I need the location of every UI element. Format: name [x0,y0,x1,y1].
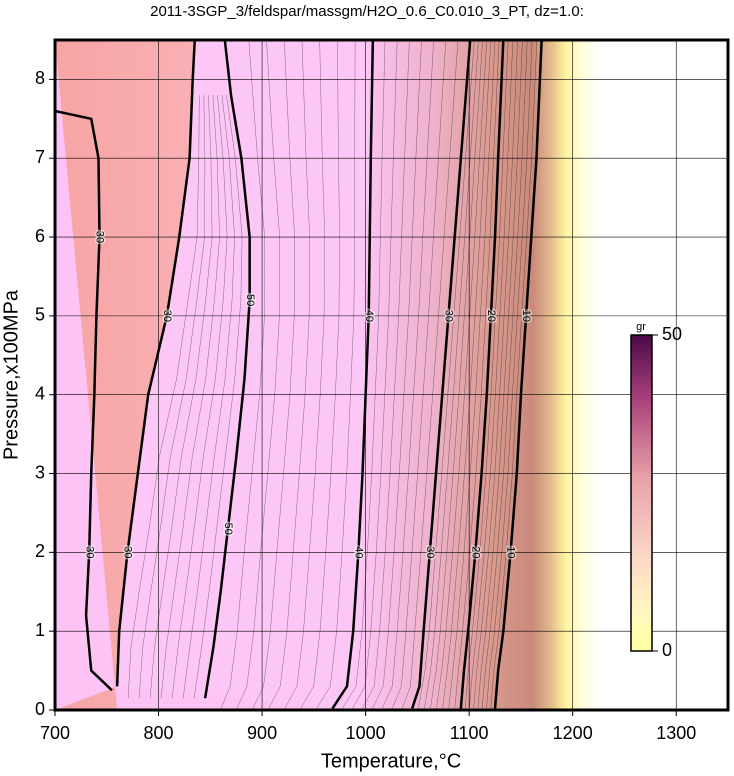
contour-line [55,109,113,692]
thin-contour [160,95,220,699]
contour-line [459,40,505,709]
x-tick-label: 800 [144,723,174,743]
thin-contour [138,95,206,699]
region-fill [55,40,195,710]
x-tick-label: 1000 [346,723,386,743]
contour-label: 10 [505,546,517,558]
thin-contour [402,40,459,709]
contour-label: 10 [520,310,532,322]
colorbar-label: gr [636,321,646,333]
thin-contour [430,40,483,709]
thin-contour [418,40,475,709]
contour-line [411,40,472,709]
y-tick-label: 0 [35,699,45,719]
y-tick-label: 3 [35,462,45,482]
thin-contour [454,40,500,709]
fill-layer [55,40,728,710]
colorbar [630,334,653,652]
contour-label: 20 [469,546,481,558]
thin-contour [352,40,398,709]
thin-contour [252,40,295,709]
y-tick-label: 1 [35,620,45,640]
x-tick-label: 1300 [656,723,696,743]
contour-line [493,40,543,709]
thin-contour [442,40,492,709]
thin-contour [182,95,235,699]
contour-label: 20 [485,310,497,322]
thin-contour [382,40,434,709]
y-tick-label: 4 [35,383,45,403]
thin-contour [473,40,518,709]
contour-label: 30 [424,546,436,558]
thin-contour [448,40,496,709]
thin-contour [193,95,243,699]
contour-label: 30 [94,231,106,243]
y-tick-label: 6 [35,226,45,246]
thin-contour [236,40,280,709]
thin-contour [127,95,200,699]
thin-contour [268,40,310,709]
thin-contour [392,40,447,709]
contour-label: 50 [222,523,234,535]
frame [53,38,730,712]
y-tick-label: 8 [35,68,45,88]
contour-label: 40 [363,310,375,322]
contour-label: 50 [244,294,256,306]
x-axis-label: Temperature,°C [321,750,461,772]
contour-line [331,40,375,710]
thin-contour [486,40,533,709]
y-tick-label: 2 [35,541,45,561]
contour-label: 40 [352,546,364,558]
thin-contour [300,40,340,709]
thin-contour [482,40,528,709]
thin-contour [490,40,538,709]
thin-contour [342,40,386,709]
thin-contour [362,40,410,709]
thin-contour [284,40,325,709]
x-tick-label: 700 [40,723,70,743]
colorbar-tick-label: 50 [662,324,682,344]
thin-contour [220,40,265,709]
contour-label: 30 [161,310,173,322]
thin-contour [149,95,213,699]
contour-label: 30 [443,310,455,322]
y-tick-label: 5 [35,305,45,325]
contour-line [115,40,197,687]
thin-contour [171,95,228,699]
thin-contour [436,40,487,709]
thin-contour [316,40,356,709]
x-tick-label: 900 [247,723,277,743]
chart-title: 2011-3SGP_3/feldspar/massgm/H2O_0.6_C0.0… [150,3,584,20]
colorbar-tick-label: 0 [662,640,672,660]
thin-contour [477,40,523,709]
contours [55,40,543,710]
contour-line [203,40,251,699]
y-tick-label: 7 [35,147,45,167]
contour-label: 30 [122,546,134,558]
contour-label: 30 [83,546,95,558]
thin-contour [469,40,514,709]
y-axis-label: Pressure,x100MPa [0,289,22,460]
x-tick-label: 1200 [553,723,593,743]
x-tick-label: 1100 [450,723,489,743]
thin-contour [424,40,479,709]
thin-contour [372,40,422,709]
thin-contour [464,40,509,709]
